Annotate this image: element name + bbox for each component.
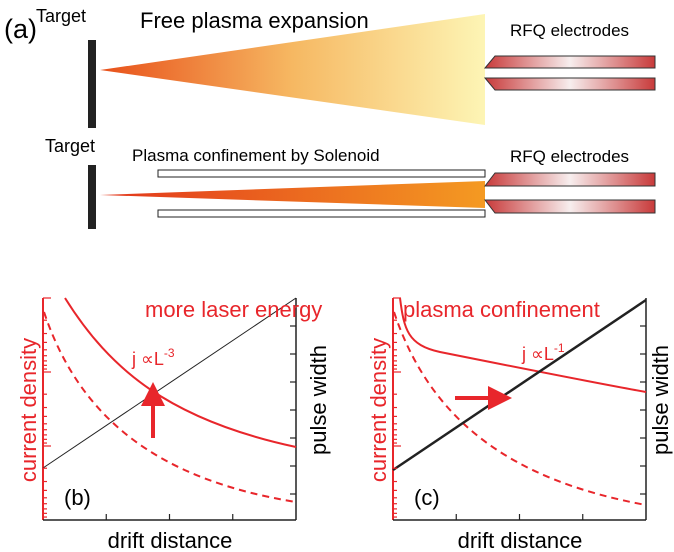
formula: j ∝L-3	[131, 346, 175, 369]
target-label: Target	[36, 6, 86, 26]
y2-label: pulse width	[306, 345, 331, 455]
formula-exponent: -3	[164, 346, 175, 360]
electrode	[485, 200, 655, 213]
electrode	[485, 173, 655, 186]
panel-label: (b)	[64, 485, 91, 510]
panel-label: (c)	[414, 485, 440, 510]
electrodes-label: RFQ electrodes	[510, 147, 629, 166]
y-label: current density	[366, 338, 391, 482]
target	[88, 40, 96, 128]
formula-exponent: -1	[554, 341, 565, 355]
target	[88, 165, 96, 229]
electrode	[485, 56, 655, 68]
y2-label: pulse width	[648, 345, 673, 455]
x-label: drift distance	[458, 528, 583, 552]
panel-label: (a)	[4, 14, 37, 44]
panel-c: plasma confinement j ∝L-1 current densit…	[366, 297, 673, 552]
title: Plasma confinement by Solenoid	[132, 146, 380, 165]
x-label: drift distance	[108, 528, 233, 552]
annotation: more laser energy	[145, 297, 322, 322]
pulse-line	[43, 298, 296, 468]
electrode	[485, 78, 655, 90]
curve-dashed	[44, 312, 296, 502]
figure: (a) Target Free plasma expansion RFQ ele…	[0, 0, 674, 552]
title: Free plasma expansion	[140, 8, 369, 33]
curve-dashed	[394, 312, 646, 505]
target-label: Target	[45, 136, 95, 156]
y-label: current density	[16, 338, 41, 482]
formula: j ∝L-1	[521, 341, 565, 364]
formula-base: j ∝L	[131, 349, 164, 369]
solenoid	[158, 170, 485, 177]
solenoid	[158, 210, 485, 217]
panel-b: more laser energy j ∝L-3 current density…	[16, 297, 331, 552]
annotation: plasma confinement	[403, 297, 600, 322]
electrodes-label: RFQ electrodes	[510, 21, 629, 40]
plasma-beam	[100, 181, 485, 208]
formula-base: j ∝L	[521, 344, 554, 364]
